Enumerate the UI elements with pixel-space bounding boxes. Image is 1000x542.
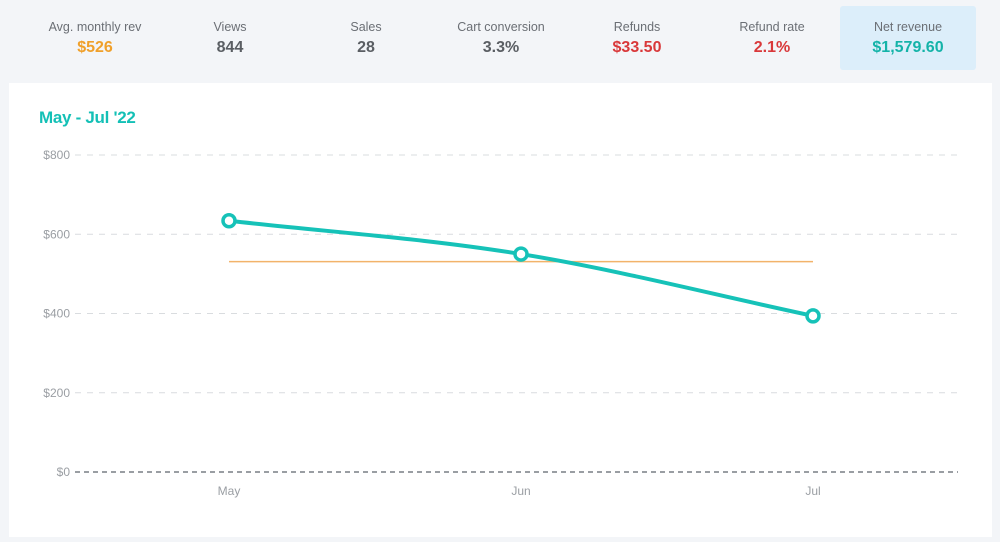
- stat-value: 3.3%: [482, 39, 520, 56]
- stat-cart-conversion[interactable]: Cart conversion 3.3%: [433, 6, 569, 70]
- series-line: [227, 218, 815, 318]
- stat-label: Refunds: [613, 20, 661, 34]
- stat-value: 28: [357, 39, 375, 56]
- chart-title: May - Jul '22: [39, 108, 136, 127]
- stat-value: $33.50: [612, 39, 662, 56]
- stat-label: Cart conversion: [457, 20, 545, 34]
- x-tick-label: Jun: [511, 484, 530, 498]
- stat-net-revenue[interactable]: Net revenue $1,579.60: [840, 6, 976, 70]
- stat-refunds[interactable]: Refunds $33.50: [569, 6, 705, 70]
- stat-value: 2.1%: [753, 39, 791, 56]
- stat-refund-rate[interactable]: Refund rate 2.1%: [704, 6, 840, 70]
- x-tick-label: Jul: [805, 484, 820, 498]
- stat-avg-monthly-rev[interactable]: Avg. monthly rev $526: [27, 6, 163, 70]
- y-tick-label: $800: [43, 148, 70, 162]
- stat-label: Net revenue: [873, 20, 943, 34]
- data-point: [221, 213, 237, 229]
- stat-label: Views: [213, 20, 247, 34]
- stat-value: 844: [216, 39, 244, 56]
- stat-label: Avg. monthly rev: [48, 20, 142, 34]
- data-point: [513, 246, 529, 262]
- stat-label: Sales: [350, 20, 382, 34]
- stat-views[interactable]: Views 844: [162, 6, 298, 70]
- y-tick-label: $400: [43, 307, 70, 321]
- x-tick-label: May: [218, 484, 241, 498]
- stat-value: $526: [77, 39, 113, 56]
- stat-value: $1,579.60: [872, 39, 944, 56]
- y-tick-label: $200: [43, 386, 70, 400]
- stats-bar: Avg. monthly rev $526 Views 844 Sales 28…: [0, 0, 1000, 82]
- stat-sales[interactable]: Sales 28: [298, 6, 434, 70]
- y-tick-label: $600: [43, 227, 70, 241]
- chart-panel: [9, 83, 992, 537]
- stat-label: Refund rate: [739, 20, 805, 34]
- data-point: [805, 308, 821, 324]
- y-tick-label: $0: [57, 465, 71, 479]
